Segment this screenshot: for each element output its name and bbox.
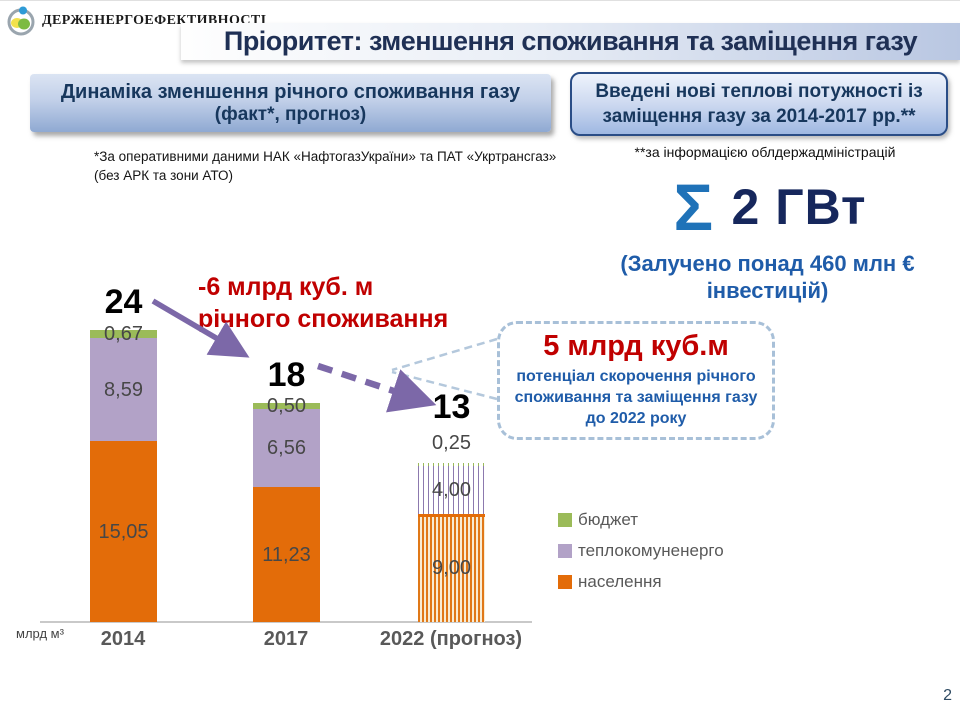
reduction-annotation-line2: річного споживання bbox=[198, 305, 449, 333]
footnote-sources-line1: *За оперативними даними НАК «НафтогазУкр… bbox=[94, 149, 557, 164]
chart-header-line2: (факт*, прогноз) bbox=[214, 103, 367, 125]
bar-segment-бюджет bbox=[90, 330, 157, 339]
bar-total-label: 13 bbox=[432, 388, 471, 426]
reduction-annotation-line1: -6 млрд куб. м bbox=[198, 273, 374, 301]
capacity-header-box: Введені нові теплові потужності із заміщ… bbox=[570, 72, 948, 136]
legend-item-бюджет: бюджет bbox=[558, 504, 724, 535]
bar-segment-теплокомуненерго bbox=[418, 466, 485, 514]
potential-callout: 5 млрд куб.м потенціал скорочення річног… bbox=[497, 321, 775, 440]
investment-line1: (Залучено понад 460 млн € bbox=[620, 251, 915, 276]
legend-swatch bbox=[558, 574, 572, 589]
bar-segment-теплокомуненерго bbox=[253, 408, 320, 488]
segment-value-label: 0,25 bbox=[432, 432, 471, 454]
investment-note: (Залучено понад 460 млн € інвестицій) bbox=[595, 250, 940, 304]
capacity-header-line1: Введені нові теплові потужності із bbox=[595, 81, 923, 102]
x-axis-line bbox=[40, 621, 532, 623]
bar-segment-теплокомуненерго bbox=[90, 338, 157, 442]
footnote-sources-line2: (без АРК та зони АТО) bbox=[94, 168, 234, 183]
legend-swatch bbox=[558, 543, 572, 558]
sigma-symbol: Σ bbox=[673, 170, 714, 244]
total-capacity: Σ 2 ГВт bbox=[600, 169, 940, 245]
bar-segment-населення bbox=[418, 514, 485, 622]
reduction-annotation: -6 млрд куб. м річного споживання bbox=[198, 271, 448, 335]
potential-callout-body: потенціал скорочення річного споживання … bbox=[514, 368, 758, 427]
bar-segment-бюджет bbox=[418, 463, 485, 466]
chart-header-line1: Динаміка зменшення річного споживання га… bbox=[60, 80, 521, 103]
bar-segment-населення bbox=[253, 487, 320, 622]
legend-label: населення bbox=[578, 571, 662, 591]
slide-title-band: Пріоритет: зменшення споживання та заміщ… bbox=[181, 23, 960, 60]
slide-title: Пріоритет: зменшення споживання та заміщ… bbox=[223, 26, 918, 56]
chart-header-box: Динаміка зменшення річного споживання га… bbox=[30, 74, 551, 132]
legend-label: бюджет bbox=[578, 509, 639, 529]
y-axis-unit-label: млрд м³ bbox=[16, 626, 64, 641]
chart-legend: бюджет теплокомуненерго населення bbox=[558, 504, 724, 597]
legend-item-теплокомуненерго: теплокомуненерго bbox=[558, 535, 724, 566]
capacity-header-line2: заміщення газу за 2014-2017 рр.** bbox=[602, 106, 916, 127]
legend-label: теплокомуненерго bbox=[578, 540, 724, 560]
agency-logo-icon bbox=[7, 6, 35, 36]
x-tick-2017: 2017 bbox=[263, 628, 309, 650]
bar-total-label: 24 bbox=[104, 283, 143, 322]
x-tick-2014: 2014 bbox=[100, 628, 146, 650]
callout-tail-upper bbox=[391, 337, 498, 372]
legend-swatch bbox=[558, 512, 572, 527]
x-tick-2022: 2022 (прогноз) bbox=[379, 628, 523, 650]
investment-line2: інвестицій) bbox=[706, 278, 829, 303]
footnote-sources: *За оперативними даними НАК «НафтогазУкр… bbox=[94, 147, 556, 185]
legend-item-населення: населення bbox=[558, 566, 724, 597]
total-capacity-value: 2 ГВт bbox=[731, 179, 867, 235]
bar-segment-бюджет bbox=[253, 402, 320, 409]
page-number: 2 bbox=[943, 687, 952, 704]
bar-total-label: 18 bbox=[267, 355, 306, 394]
potential-callout-headline: 5 млрд куб.м bbox=[543, 330, 729, 362]
footnote-admin: **за інформацією облдержадміністрацій bbox=[634, 144, 896, 160]
bar-segment-населення bbox=[90, 441, 157, 622]
